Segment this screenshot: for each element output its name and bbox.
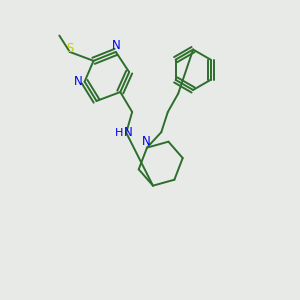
Text: N: N: [111, 40, 120, 52]
Text: S: S: [66, 42, 74, 56]
Text: H: H: [115, 128, 123, 138]
Text: N: N: [142, 135, 151, 148]
Text: N: N: [74, 74, 83, 88]
Text: N: N: [124, 126, 133, 139]
